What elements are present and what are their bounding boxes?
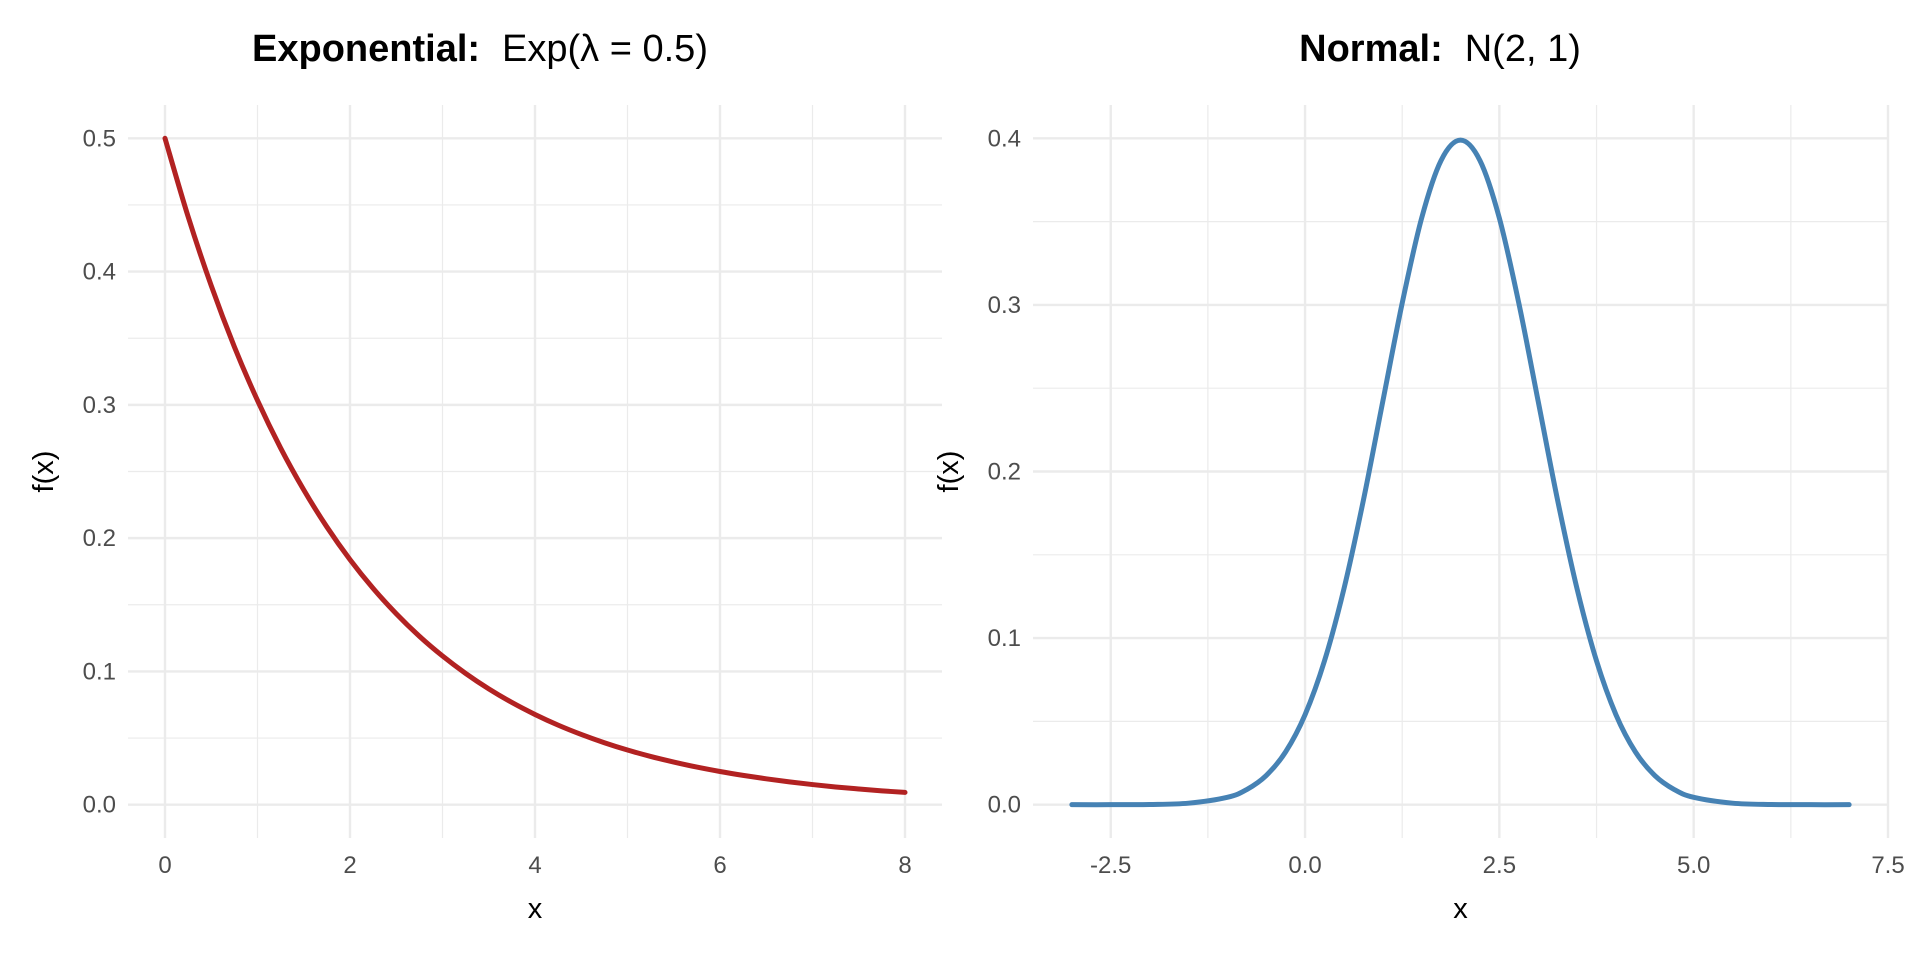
exponential-x-tick-label: 6 <box>713 852 726 879</box>
normal-grid <box>1033 105 1890 838</box>
exponential-grid <box>128 105 942 838</box>
exponential-y-tick-label: 0.0 <box>83 792 116 819</box>
exponential-y-axis-label: f(x) <box>28 451 60 493</box>
normal-y-tick-label: 0.3 <box>988 292 1021 319</box>
normal-density-line <box>1069 137 1852 808</box>
normal-x-tick-label: 0.0 <box>1288 852 1321 879</box>
exponential-title-name: Exponential: <box>252 28 481 70</box>
exponential-x-tick-label: 8 <box>898 852 911 879</box>
normal-x-tick-label: -2.5 <box>1090 852 1131 879</box>
exponential-title-formula: Exp(λ = 0.5) <box>502 28 708 70</box>
normal-y-tick-label: 0.0 <box>988 792 1021 819</box>
normal-x-axis-label: x <box>1453 893 1468 925</box>
normal-x-tick-label: 7.5 <box>1871 852 1904 879</box>
exponential-y-tick-label: 0.5 <box>83 125 116 152</box>
normal-y-tick-label: 0.2 <box>988 459 1021 486</box>
normal-y-tick-label: 0.4 <box>988 125 1021 152</box>
normal-x-tick-label: 5.0 <box>1677 852 1710 879</box>
exponential-title: Exponential: Exp(λ = 0.5) <box>0 28 960 71</box>
exponential-x-tick-label: 2 <box>343 852 356 879</box>
exponential-x-tick-label: 0 <box>158 852 171 879</box>
exponential-x-axis-label: x <box>528 893 543 925</box>
normal-title: Normal: N(2, 1) <box>960 28 1920 71</box>
exponential-density-line <box>162 135 908 795</box>
exponential-y-tick-label: 0.2 <box>83 525 116 552</box>
normal-title-name: Normal: <box>1299 28 1443 70</box>
normal-panel: Normal: N(2, 1) -2.5 0.0 2.5 5.0 7.5 0.0 0.1 0.2… <box>933 0 1920 960</box>
normal-plot: -2.5 0.0 2.5 5.0 7.5 0.0 0.1 0.2 0.3 0.4 x f(x) <box>933 105 1905 925</box>
exponential-y-tick-label: 0.3 <box>83 392 116 419</box>
exponential-plot: 0 2 4 6 8 0.0 0.1 0.2 0.3 0.4 0.5 x f(x) <box>28 105 942 925</box>
normal-title-formula: N(2, 1) <box>1464 28 1581 70</box>
exponential-y-tick-label: 0.1 <box>83 658 116 685</box>
normal-x-tick-label: 2.5 <box>1483 852 1516 879</box>
normal-y-tick-label: 0.1 <box>988 625 1021 652</box>
normal-y-axis-label: f(x) <box>933 451 965 493</box>
exponential-x-tick-label: 4 <box>528 852 541 879</box>
exponential-panel: Exponential: Exp(λ = 0.5) 0 2 4 6 8 0.0 0.1 0.2 0… <box>0 28 960 925</box>
exponential-y-tick-label: 0.4 <box>83 259 116 286</box>
